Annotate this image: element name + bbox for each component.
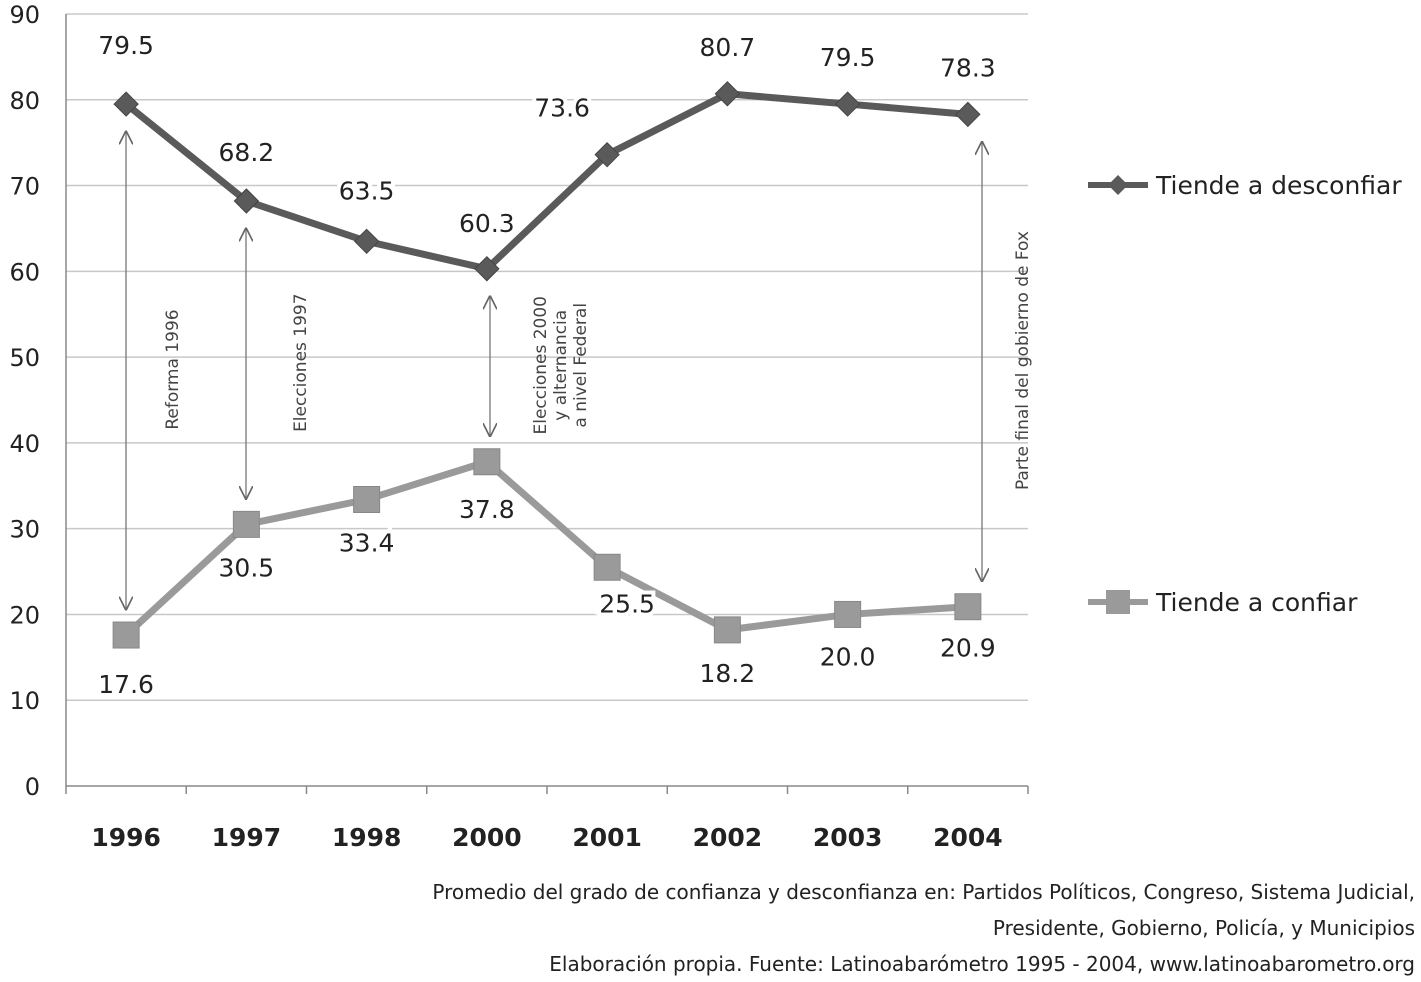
- data-point: [954, 593, 982, 621]
- x-tick-label: 1998: [332, 823, 402, 852]
- footnote-line-3: Elaboración propia. Fuente: Latinoabaróm…: [549, 952, 1415, 976]
- x-tick-label: 2004: [933, 823, 1003, 852]
- annotation-label: Elecciones 2000: [531, 296, 551, 435]
- x-tick-label: 2002: [693, 823, 763, 852]
- data-point: [233, 188, 260, 214]
- y-tick-label: 50: [9, 344, 40, 372]
- data-label: 73.6: [534, 94, 590, 123]
- y-tick-label: 0: [25, 773, 40, 801]
- data-label: 79.5: [820, 43, 876, 72]
- data-label: 37.8: [459, 495, 515, 524]
- series-line: [122, 458, 972, 639]
- x-tick-label: 1996: [91, 823, 161, 852]
- legend-label: Tiende a confiar: [1155, 588, 1358, 617]
- line-chart: 0 10 20 30 40 50 60 70 80 90 1996 1997 1998 2000 2001 2…: [9, 1, 1402, 852]
- legend-label: Tiende a desconfiar: [1155, 171, 1402, 200]
- y-tick-label: 80: [9, 87, 40, 115]
- annotation-group: Elecciones 1997: [291, 293, 311, 432]
- data-point: [593, 553, 621, 581]
- annotation-group: Elecciones 2000 y alternancia a nivel Fede…: [531, 296, 591, 435]
- y-tick-label: 90: [9, 1, 40, 29]
- data-label: 33.4: [339, 529, 395, 558]
- y-tick-label: 20: [9, 601, 40, 629]
- data-label: 63.5: [339, 176, 395, 205]
- y-tick-label: 40: [9, 430, 40, 458]
- footnote-line-1: Promedio del grado de confianza y descon…: [432, 880, 1415, 904]
- data-label: 18.2: [700, 659, 756, 688]
- series-line: [122, 90, 972, 273]
- annotation-label: y alternancia: [551, 310, 571, 421]
- annotation-group: Parte final del gobierno de Fox: [1013, 231, 1033, 490]
- data-point: [113, 91, 139, 117]
- data-label: 20.0: [820, 642, 876, 671]
- data-point: [473, 448, 501, 476]
- x-tick-label: 1997: [212, 823, 282, 852]
- data-label: 60.3: [459, 209, 515, 238]
- x-tick-label: 2000: [452, 823, 522, 852]
- annotation-group: Reforma 1996: [163, 309, 183, 429]
- data-label: 17.6: [98, 670, 154, 699]
- y-tick-label: 30: [9, 516, 40, 544]
- data-point: [714, 81, 741, 107]
- legend-marker: [1106, 590, 1130, 614]
- y-tick-label: 60: [9, 258, 40, 286]
- annotation-label: Elecciones 1997: [291, 293, 311, 432]
- data-label: 30.5: [219, 553, 275, 582]
- footnote-line-2: Presidente, Gobierno, Policía, y Municip…: [992, 916, 1415, 940]
- data-point: [713, 616, 741, 644]
- data-label: 80.7: [700, 33, 756, 62]
- annotation-label: Parte final del gobierno de Fox: [1013, 231, 1033, 490]
- data-point: [834, 600, 862, 628]
- data-point: [353, 228, 380, 255]
- legend-marker: [1108, 175, 1128, 195]
- data-label: 68.2: [219, 138, 275, 167]
- data-point: [232, 510, 260, 538]
- data-point: [353, 486, 381, 514]
- annotation-label: a nivel Federal: [571, 303, 591, 428]
- y-tick-label: 70: [9, 173, 40, 201]
- data-label: 25.5: [599, 589, 655, 618]
- data-point: [834, 91, 861, 117]
- data-point: [474, 256, 500, 282]
- data-point: [112, 621, 140, 649]
- x-tick-label: 2001: [572, 823, 642, 852]
- x-tick-label: 2003: [813, 823, 883, 852]
- data-label: 20.9: [940, 634, 996, 663]
- data-point: [594, 141, 620, 168]
- data-label: 78.3: [940, 53, 996, 82]
- annotation-label: Reforma 1996: [163, 309, 183, 429]
- data-label: 79.5: [98, 31, 154, 60]
- y-tick-label: 10: [9, 687, 40, 715]
- data-point: [955, 101, 981, 128]
